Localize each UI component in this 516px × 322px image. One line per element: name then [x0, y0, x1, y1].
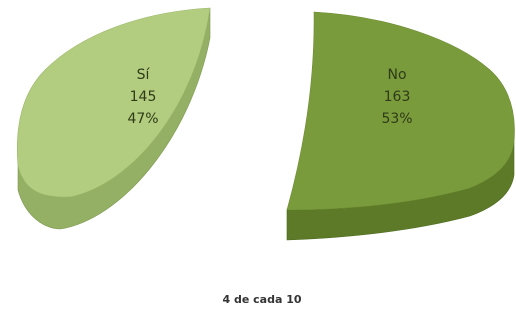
slice-label-no-percent: 53%: [381, 111, 412, 127]
pie-slice-no-top: [286, 11, 515, 211]
slice-label-si-value: 145: [130, 89, 157, 105]
slice-label-si-percent: 47%: [127, 111, 158, 127]
slice-label-no-value: 163: [384, 89, 411, 105]
pie-slice-si-top: [16, 7, 211, 198]
chart-caption: 4 de cada 10: [222, 293, 301, 306]
slice-label-no-name: No: [387, 67, 406, 83]
slice-label-si-name: Sí: [137, 67, 151, 83]
pie-slice-si: [16, 7, 211, 230]
pie-slice-no: [286, 11, 515, 241]
